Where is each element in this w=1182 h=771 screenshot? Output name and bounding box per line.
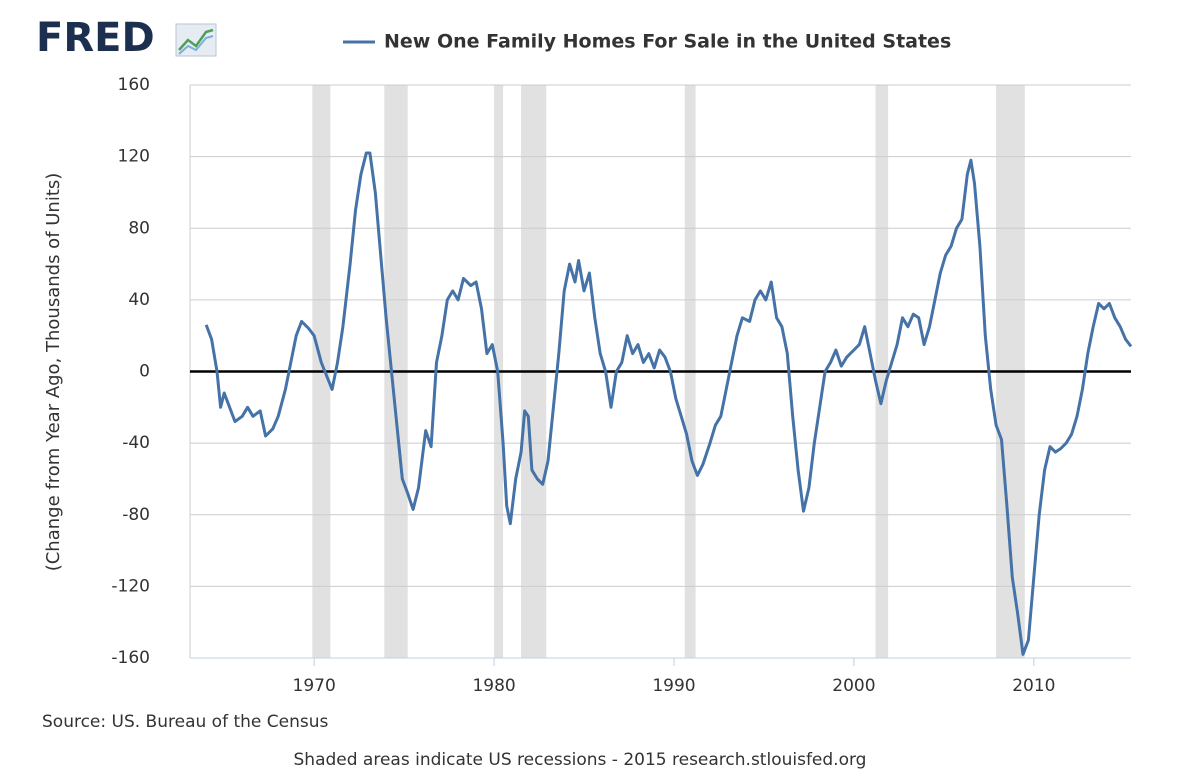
x-tick-label: 1980 <box>472 676 515 696</box>
x-tick-label: 1970 <box>293 676 336 696</box>
y-tick-label: -80 <box>122 505 150 525</box>
y-axis-label: (Change from Year Ago, Thousands of Unit… <box>43 173 64 572</box>
legend-label: New One Family Homes For Sale in the Uni… <box>384 31 951 53</box>
x-tick-label: 2010 <box>1012 676 1055 696</box>
logo: FRED <box>36 15 155 61</box>
y-tick-label: 120 <box>118 147 150 167</box>
series-line <box>204 151 1133 656</box>
y-tick-label: 80 <box>128 218 150 238</box>
y-tick-label: -40 <box>122 433 150 453</box>
note: Shaded areas indicate US recessions - 20… <box>294 750 867 770</box>
y-tick-label: 40 <box>128 290 150 310</box>
y-tick-label: -120 <box>111 576 150 596</box>
logo-icon <box>175 23 217 57</box>
y-tick-label: 0 <box>139 362 150 382</box>
x-tick-label: 1990 <box>652 676 695 696</box>
x-tick-label: 2000 <box>832 676 875 696</box>
y-tick-label: 160 <box>118 75 150 95</box>
y-tick-label: -160 <box>111 648 150 668</box>
source: Source: US. Bureau of the Census <box>42 712 328 732</box>
